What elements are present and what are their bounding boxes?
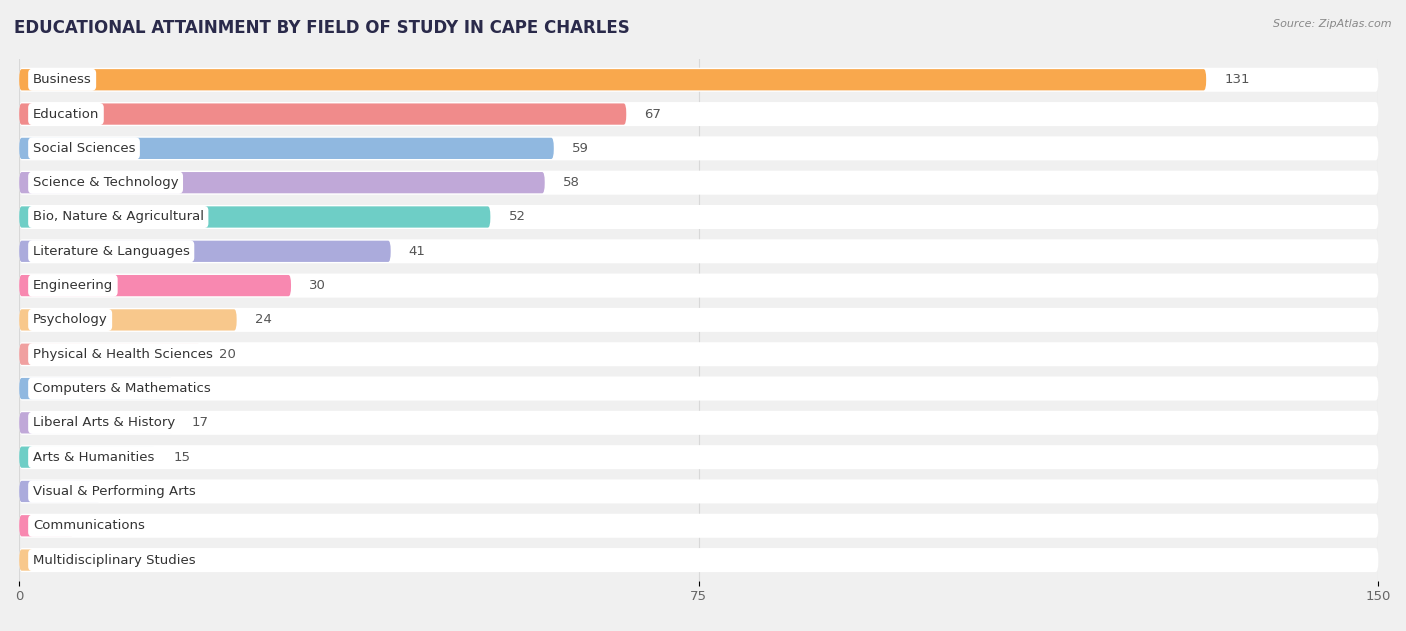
Text: Visual & Performing Arts: Visual & Performing Arts	[32, 485, 195, 498]
Text: 131: 131	[1225, 73, 1250, 86]
Text: EDUCATIONAL ATTAINMENT BY FIELD OF STUDY IN CAPE CHARLES: EDUCATIONAL ATTAINMENT BY FIELD OF STUDY…	[14, 19, 630, 37]
Text: Source: ZipAtlas.com: Source: ZipAtlas.com	[1274, 19, 1392, 29]
Text: 24: 24	[254, 314, 271, 326]
FancyBboxPatch shape	[20, 308, 1378, 332]
Text: 52: 52	[509, 211, 526, 223]
FancyBboxPatch shape	[20, 344, 201, 365]
FancyBboxPatch shape	[20, 412, 173, 433]
Text: Bio, Nature & Agricultural: Bio, Nature & Agricultural	[32, 211, 204, 223]
FancyBboxPatch shape	[20, 138, 554, 159]
FancyBboxPatch shape	[20, 172, 544, 193]
Text: Liberal Arts & History: Liberal Arts & History	[32, 416, 174, 429]
FancyBboxPatch shape	[20, 68, 1378, 91]
FancyBboxPatch shape	[20, 514, 1378, 538]
FancyBboxPatch shape	[20, 206, 491, 228]
FancyBboxPatch shape	[20, 445, 1378, 469]
FancyBboxPatch shape	[20, 515, 73, 536]
Text: Arts & Humanities: Arts & Humanities	[32, 451, 155, 464]
Text: 59: 59	[572, 142, 589, 155]
FancyBboxPatch shape	[20, 447, 155, 468]
Text: 41: 41	[409, 245, 426, 258]
FancyBboxPatch shape	[20, 274, 1378, 298]
Text: Science & Technology: Science & Technology	[32, 176, 179, 189]
Text: 17: 17	[191, 382, 208, 395]
FancyBboxPatch shape	[20, 103, 626, 125]
Text: 9: 9	[120, 485, 127, 498]
FancyBboxPatch shape	[20, 205, 1378, 229]
FancyBboxPatch shape	[20, 548, 1378, 572]
Text: Engineering: Engineering	[32, 279, 112, 292]
FancyBboxPatch shape	[20, 411, 1378, 435]
FancyBboxPatch shape	[20, 480, 1378, 504]
Text: Computers & Mathematics: Computers & Mathematics	[32, 382, 211, 395]
Text: 58: 58	[562, 176, 579, 189]
FancyBboxPatch shape	[20, 342, 1378, 366]
Text: 30: 30	[309, 279, 326, 292]
Text: Education: Education	[32, 107, 100, 121]
FancyBboxPatch shape	[20, 102, 1378, 126]
FancyBboxPatch shape	[20, 275, 291, 296]
FancyBboxPatch shape	[20, 136, 1378, 160]
Text: 17: 17	[191, 416, 208, 429]
Text: 15: 15	[173, 451, 190, 464]
Text: Psychology: Psychology	[32, 314, 107, 326]
Text: Communications: Communications	[32, 519, 145, 533]
FancyBboxPatch shape	[20, 550, 55, 570]
FancyBboxPatch shape	[20, 377, 1378, 401]
FancyBboxPatch shape	[20, 239, 1378, 263]
Text: 67: 67	[644, 107, 661, 121]
Text: 6: 6	[91, 519, 100, 533]
FancyBboxPatch shape	[20, 378, 173, 399]
FancyBboxPatch shape	[20, 309, 236, 331]
Text: Physical & Health Sciences: Physical & Health Sciences	[32, 348, 212, 361]
Text: Business: Business	[32, 73, 91, 86]
Text: Social Sciences: Social Sciences	[32, 142, 135, 155]
FancyBboxPatch shape	[20, 240, 391, 262]
FancyBboxPatch shape	[20, 69, 1206, 90]
Text: 4: 4	[73, 553, 82, 567]
Text: 20: 20	[218, 348, 235, 361]
FancyBboxPatch shape	[20, 481, 101, 502]
Text: Multidisciplinary Studies: Multidisciplinary Studies	[32, 553, 195, 567]
Text: Literature & Languages: Literature & Languages	[32, 245, 190, 258]
FancyBboxPatch shape	[20, 170, 1378, 195]
